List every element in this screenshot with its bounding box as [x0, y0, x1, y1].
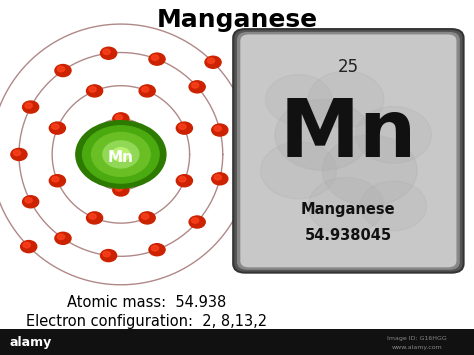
Circle shape: [151, 55, 159, 60]
Circle shape: [25, 198, 32, 203]
Circle shape: [142, 87, 149, 92]
Circle shape: [112, 148, 130, 161]
Circle shape: [205, 56, 221, 68]
Circle shape: [23, 196, 39, 208]
Circle shape: [191, 218, 199, 223]
FancyBboxPatch shape: [240, 34, 456, 267]
Circle shape: [87, 212, 103, 224]
Circle shape: [139, 212, 155, 224]
Circle shape: [89, 214, 96, 219]
Text: alamy: alamy: [9, 335, 52, 349]
FancyBboxPatch shape: [233, 29, 464, 273]
Circle shape: [113, 184, 129, 196]
Circle shape: [55, 232, 71, 244]
Circle shape: [57, 66, 64, 72]
Circle shape: [13, 150, 20, 155]
Circle shape: [265, 75, 332, 124]
Circle shape: [103, 141, 139, 168]
Text: Mn: Mn: [280, 97, 417, 174]
Circle shape: [11, 148, 27, 160]
Circle shape: [189, 81, 205, 93]
Text: Manganese: Manganese: [156, 7, 318, 32]
Text: Electron configuration:  2, 8,13,2: Electron configuration: 2, 8,13,2: [27, 314, 267, 329]
Circle shape: [149, 244, 165, 256]
Circle shape: [261, 142, 337, 199]
Circle shape: [176, 122, 192, 134]
Text: Mn: Mn: [108, 150, 134, 165]
Circle shape: [139, 85, 155, 97]
Circle shape: [25, 103, 32, 108]
Bar: [0, 329, 474, 355]
Circle shape: [179, 176, 186, 182]
Circle shape: [191, 83, 199, 88]
Text: www.alamy.com: www.alamy.com: [392, 345, 443, 350]
Circle shape: [212, 173, 228, 185]
Circle shape: [55, 65, 71, 77]
Circle shape: [308, 71, 384, 128]
Circle shape: [115, 115, 122, 120]
Circle shape: [151, 246, 159, 251]
Text: Image ID: G16HGG: Image ID: G16HGG: [387, 336, 447, 341]
Circle shape: [91, 132, 150, 176]
Text: Atomic mass:  54.938: Atomic mass: 54.938: [67, 295, 227, 310]
Circle shape: [142, 214, 149, 219]
Circle shape: [100, 250, 117, 262]
Circle shape: [275, 99, 370, 170]
Circle shape: [103, 251, 110, 257]
Circle shape: [113, 113, 129, 125]
Circle shape: [360, 181, 427, 231]
Circle shape: [115, 186, 122, 191]
Circle shape: [176, 175, 192, 187]
Circle shape: [214, 175, 221, 180]
Circle shape: [179, 124, 186, 129]
Circle shape: [100, 47, 117, 59]
Circle shape: [76, 121, 166, 188]
Circle shape: [214, 126, 221, 131]
Circle shape: [149, 53, 165, 65]
Circle shape: [208, 58, 215, 64]
Circle shape: [356, 106, 431, 163]
Circle shape: [308, 178, 384, 234]
Circle shape: [322, 135, 417, 206]
Circle shape: [23, 101, 39, 113]
Text: 25: 25: [338, 59, 359, 76]
Circle shape: [57, 234, 64, 240]
Text: 54.938045: 54.938045: [305, 228, 392, 243]
Circle shape: [49, 122, 65, 134]
Circle shape: [21, 241, 37, 253]
Circle shape: [52, 124, 59, 129]
Circle shape: [82, 126, 159, 183]
FancyBboxPatch shape: [237, 32, 460, 270]
Circle shape: [49, 175, 65, 187]
Text: Manganese: Manganese: [301, 202, 396, 217]
Circle shape: [103, 49, 110, 54]
Circle shape: [52, 176, 59, 182]
Circle shape: [87, 85, 103, 97]
Circle shape: [189, 216, 205, 228]
Circle shape: [23, 242, 30, 248]
Circle shape: [89, 87, 96, 92]
Circle shape: [212, 124, 228, 136]
